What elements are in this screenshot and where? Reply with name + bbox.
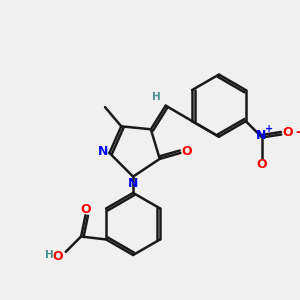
Text: O: O: [52, 250, 63, 263]
Text: +: +: [265, 124, 273, 134]
Text: H: H: [45, 250, 54, 260]
Text: H: H: [152, 92, 161, 102]
Text: O: O: [80, 203, 91, 216]
Text: O: O: [257, 158, 267, 171]
Text: O: O: [282, 127, 292, 140]
Text: -: -: [296, 125, 300, 139]
Text: N: N: [255, 129, 266, 142]
Text: N: N: [128, 177, 138, 190]
Text: O: O: [181, 145, 192, 158]
Text: N: N: [98, 145, 108, 158]
